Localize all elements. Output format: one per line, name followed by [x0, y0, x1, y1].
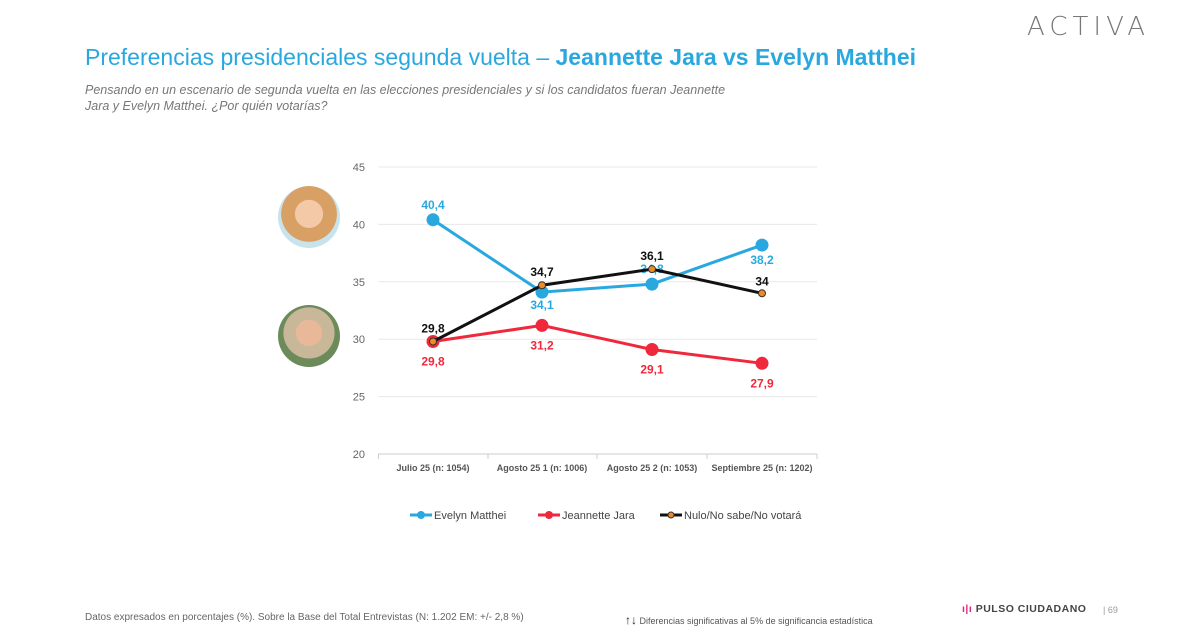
data-label: 34	[755, 274, 769, 288]
data-label: 29,1	[640, 363, 664, 377]
data-label: 29,8	[421, 354, 445, 368]
page-title: Preferencias presidenciales segunda vuel…	[85, 44, 917, 70]
series-line-2	[432, 267, 763, 343]
data-label: 27,9	[750, 376, 774, 390]
bars-logo-icon: ı|ı	[962, 603, 973, 615]
x-tick-label: Septiembre 25 (n: 1202)	[711, 463, 812, 473]
data-point	[429, 337, 437, 346]
data-label: 29,8	[421, 321, 445, 335]
data-point	[755, 356, 769, 370]
matthei-avatar	[278, 186, 340, 248]
legend-label: Jeannette Jara	[562, 510, 636, 522]
x-tick-label: Agosto 25 1 (n: 1006)	[497, 463, 588, 473]
data-label: 34,7	[530, 265, 554, 279]
legend-marker	[417, 511, 425, 519]
data-point	[645, 277, 659, 291]
legend-marker	[545, 511, 553, 519]
series-line-0	[432, 218, 763, 294]
pulso-ciudadano-brand: ı|ı PULSO CIUDADANO	[962, 603, 1087, 615]
data-label: 34,1	[530, 298, 554, 312]
jara-avatar	[278, 305, 340, 367]
legend-label: Evelyn Matthei	[434, 510, 506, 522]
activa-logo: ACTIVA	[1027, 12, 1150, 42]
data-point	[535, 285, 549, 299]
data-point	[535, 318, 549, 332]
y-tick-label: 35	[353, 277, 365, 289]
series-line-1	[432, 323, 763, 365]
data-label: 31,2	[530, 338, 554, 352]
significance-note: ↑↓ Diferencias significativas al 5% de s…	[625, 613, 873, 627]
footer-note: Datos expresados en porcentajes (%). Sob…	[85, 612, 524, 623]
y-tick-label: 20	[353, 449, 365, 461]
y-tick-label: 45	[353, 162, 365, 174]
legend-marker	[667, 511, 675, 519]
page-subtitle: Pensando en un escenario de segunda vuel…	[85, 83, 726, 113]
data-point	[755, 238, 769, 252]
y-tick-label: 25	[353, 392, 365, 404]
x-tick-label: Agosto 25 2 (n: 1053)	[607, 463, 698, 473]
data-point	[645, 343, 659, 357]
data-point	[758, 289, 766, 298]
y-tick-label: 30	[353, 334, 365, 346]
legend-label: Nulo/No sabe/No votará	[684, 510, 802, 522]
data-label: 36,1	[640, 249, 664, 263]
y-tick-label: 40	[353, 219, 365, 231]
data-label: 38,2	[750, 253, 774, 267]
data-point	[426, 213, 440, 227]
data-label: 40,4	[421, 198, 445, 212]
data-point	[648, 265, 656, 274]
x-tick-label: Julio 25 (n: 1054)	[396, 463, 469, 473]
up-down-arrows-icon: ↑↓	[625, 613, 637, 627]
page-number: | 69	[1103, 605, 1118, 615]
data-point	[538, 281, 546, 290]
